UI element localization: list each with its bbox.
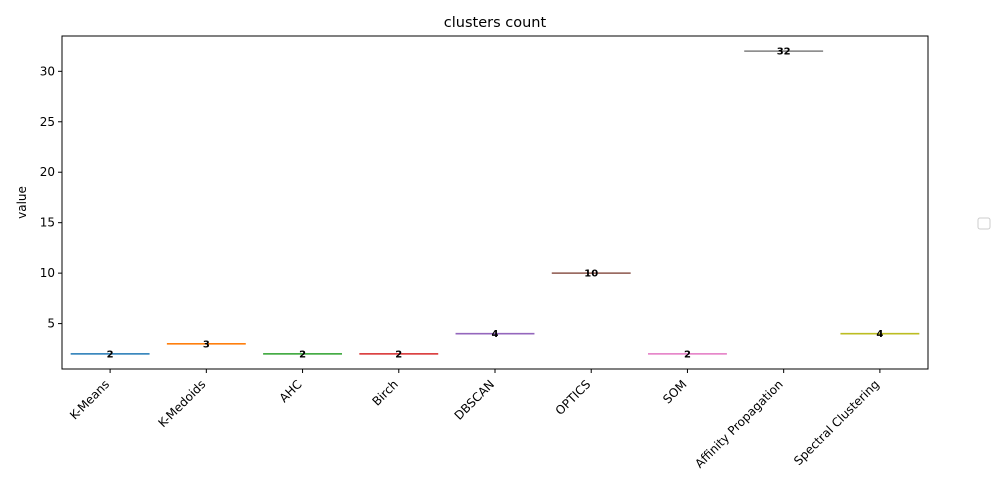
data-label: 2 [684,349,691,360]
y-tick-label: 30 [40,64,55,78]
y-tick-label: 15 [40,216,55,230]
x-tick-label: K-Medoids [156,377,209,430]
y-tick-label: 20 [40,165,55,179]
x-tick-label: DBSCAN [452,377,498,423]
data-label: 3 [203,339,210,350]
x-tick-label: OPTICS [553,377,594,418]
x-tick-label: K-Means [67,377,112,422]
x-tick-label: Affinity Propagation [692,377,786,471]
y-tick-label: 25 [40,115,55,129]
data-label: 2 [395,349,402,360]
x-tick-label: Birch [369,377,400,408]
data-label: 2 [299,349,306,360]
x-axis: K-Means K-Medoids AHC Birch DBSCAN OPTICS SOM A… [67,369,882,471]
y-axis-label: value [15,186,29,219]
data-label: 4 [492,329,499,340]
plot-frame [61,35,929,370]
chart-title: clusters count [444,15,547,31]
y-axis: 5 10 15 20 25 30 [40,64,62,331]
x-tick-label: AHC [277,377,305,405]
y-tick-label: 5 [47,317,55,331]
data-label: 4 [876,329,883,340]
data-label: 10 [584,269,598,280]
x-tick-label: Spectral Clustering [791,377,882,468]
legend-box [977,217,991,230]
data-label: 32 [777,47,791,58]
y-tick-label: 10 [40,266,55,280]
data-label: 2 [107,349,114,360]
x-tick-label: SOM [660,377,689,406]
